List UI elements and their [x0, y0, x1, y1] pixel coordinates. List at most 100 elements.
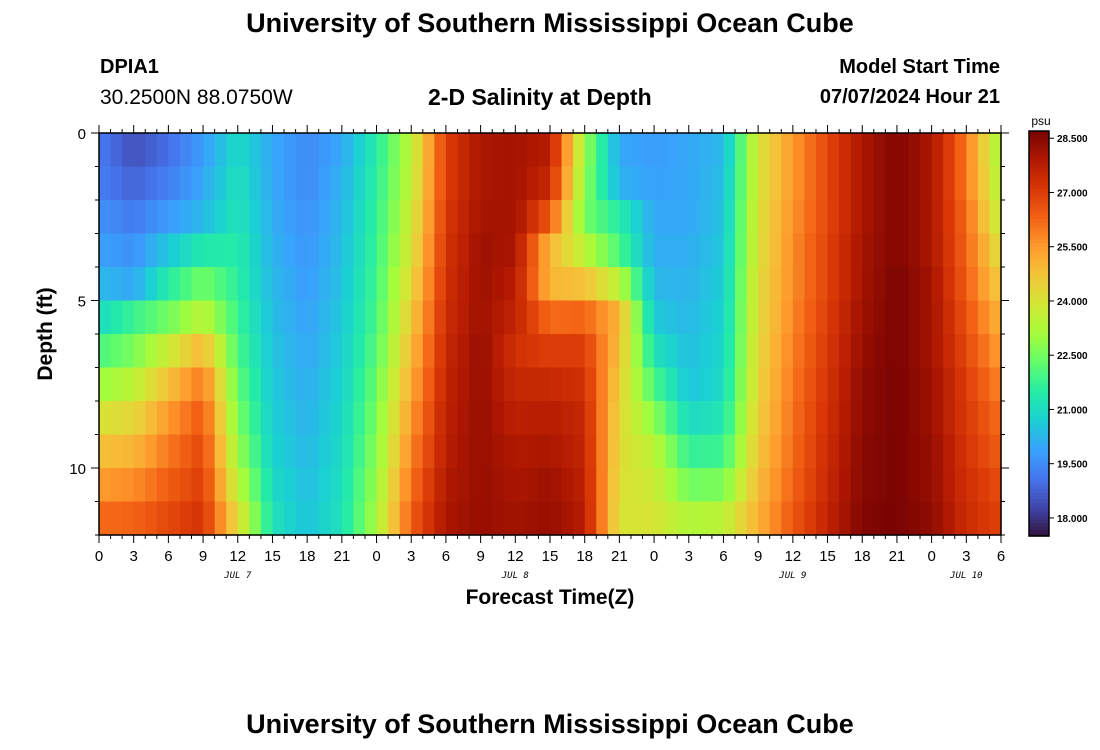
heatmap-cell	[908, 334, 921, 369]
heatmap-cell	[561, 367, 574, 402]
heatmap-cell	[550, 233, 563, 268]
colorbar-segment	[1029, 370, 1049, 375]
heatmap-cell	[735, 166, 748, 201]
x-tick-label: 3	[407, 548, 415, 565]
heatmap-cell	[630, 300, 644, 335]
heatmap-cell	[758, 468, 771, 503]
heatmap-cell	[746, 501, 759, 536]
heatmap-cell	[896, 434, 910, 469]
heatmap-cell	[364, 434, 378, 469]
colorbar-segment	[1029, 195, 1049, 200]
heatmap-cell	[584, 200, 597, 235]
colorbar-segment	[1029, 147, 1049, 152]
heatmap-cell	[399, 166, 412, 201]
heatmap-cell	[584, 468, 597, 503]
heatmap-cell	[249, 367, 262, 402]
heatmap-cell	[827, 166, 840, 201]
footer-title: University of Southern Mississippi Ocean…	[246, 709, 854, 739]
x-tick-label: 15	[264, 548, 281, 565]
heatmap-cell	[538, 367, 551, 402]
heatmap-cell	[376, 133, 389, 168]
heatmap-cell	[781, 300, 794, 335]
heatmap-cell	[364, 133, 378, 168]
heatmap-cell	[885, 434, 898, 469]
heatmap-cell	[758, 233, 771, 268]
colorbar-segment	[1029, 468, 1049, 473]
heatmap-cell	[214, 468, 227, 503]
heatmap-cell	[607, 401, 620, 436]
colorbar-segment	[1029, 245, 1049, 250]
heatmap-cell	[249, 501, 262, 536]
heatmap-cell	[284, 166, 297, 201]
heatmap-cell	[388, 367, 401, 402]
heatmap-cell	[920, 133, 933, 168]
heatmap-cell	[133, 133, 146, 168]
heatmap-cell	[781, 166, 794, 201]
colorbar-segment	[1029, 249, 1049, 254]
heatmap-cell	[885, 367, 898, 402]
heatmap-cell	[110, 401, 123, 436]
heatmap-cell	[711, 200, 725, 235]
heatmap-cell	[341, 334, 355, 369]
heatmap-cell	[839, 166, 852, 201]
heatmap-cell	[885, 468, 898, 503]
heatmap-cell	[746, 334, 759, 369]
heatmap-cell	[376, 267, 389, 302]
heatmap-cell	[168, 133, 181, 168]
heatmap-cell	[469, 501, 482, 536]
heatmap-cell	[249, 468, 262, 503]
heatmap-cell	[191, 468, 204, 503]
heatmap-cell	[156, 300, 169, 335]
heatmap-cell	[191, 267, 204, 302]
heatmap-cell	[399, 334, 412, 369]
heatmap-cell	[411, 166, 424, 201]
heatmap-cell	[341, 200, 355, 235]
colorbar-tick-label: 22.500	[1057, 351, 1088, 362]
heatmap-cell	[526, 367, 540, 402]
colorbar-segment	[1029, 272, 1049, 277]
heatmap-cell	[434, 468, 447, 503]
heatmap-cell	[376, 166, 389, 201]
heatmap-cell	[341, 166, 355, 201]
heatmap-cell	[839, 501, 852, 536]
heatmap-cell	[873, 501, 886, 536]
heatmap-cell	[341, 133, 355, 168]
colorbar-segment	[1029, 178, 1049, 183]
heatmap-cell	[538, 401, 551, 436]
heatmap-cell	[156, 200, 169, 235]
heatmap-cell	[99, 133, 112, 168]
heatmap-cell	[122, 267, 135, 302]
heatmap-cell	[815, 267, 829, 302]
heatmap-cell	[573, 267, 586, 302]
heatmap-cell	[954, 267, 967, 302]
colorbar-tick-label: 25.500	[1057, 243, 1088, 254]
heatmap-cell	[203, 367, 216, 402]
heatmap-cell	[607, 501, 620, 536]
heatmap-cell	[873, 334, 886, 369]
heatmap-cell	[931, 267, 944, 302]
x-tick-label: 6	[997, 548, 1005, 565]
heatmap-cell	[688, 200, 701, 235]
heatmap-cell	[295, 434, 308, 469]
heatmap-cell	[133, 166, 146, 201]
heatmap-cell	[977, 468, 991, 503]
heatmap-cell	[122, 133, 135, 168]
heatmap-cell	[873, 233, 886, 268]
heatmap-cell	[364, 468, 378, 503]
heatmap-cell	[110, 334, 123, 369]
heatmap-cell	[596, 267, 609, 302]
heatmap-cell	[457, 401, 470, 436]
heatmap-cell	[665, 267, 678, 302]
heatmap-cell	[723, 267, 736, 302]
page-title: University of Southern Mississippi Ocean…	[246, 8, 854, 38]
colorbar-tick-label: 19.500	[1057, 460, 1088, 471]
colorbar-segment	[1029, 347, 1049, 351]
heatmap-cell	[746, 367, 759, 402]
heatmap-cell	[364, 367, 378, 402]
heatmap-cell	[723, 166, 736, 201]
heatmap-cell	[781, 233, 794, 268]
heatmap-cell	[480, 367, 493, 402]
heatmap-cell	[665, 501, 678, 536]
heatmap-cell	[376, 501, 389, 536]
y-axis-label: Depth (ft)	[34, 287, 57, 380]
